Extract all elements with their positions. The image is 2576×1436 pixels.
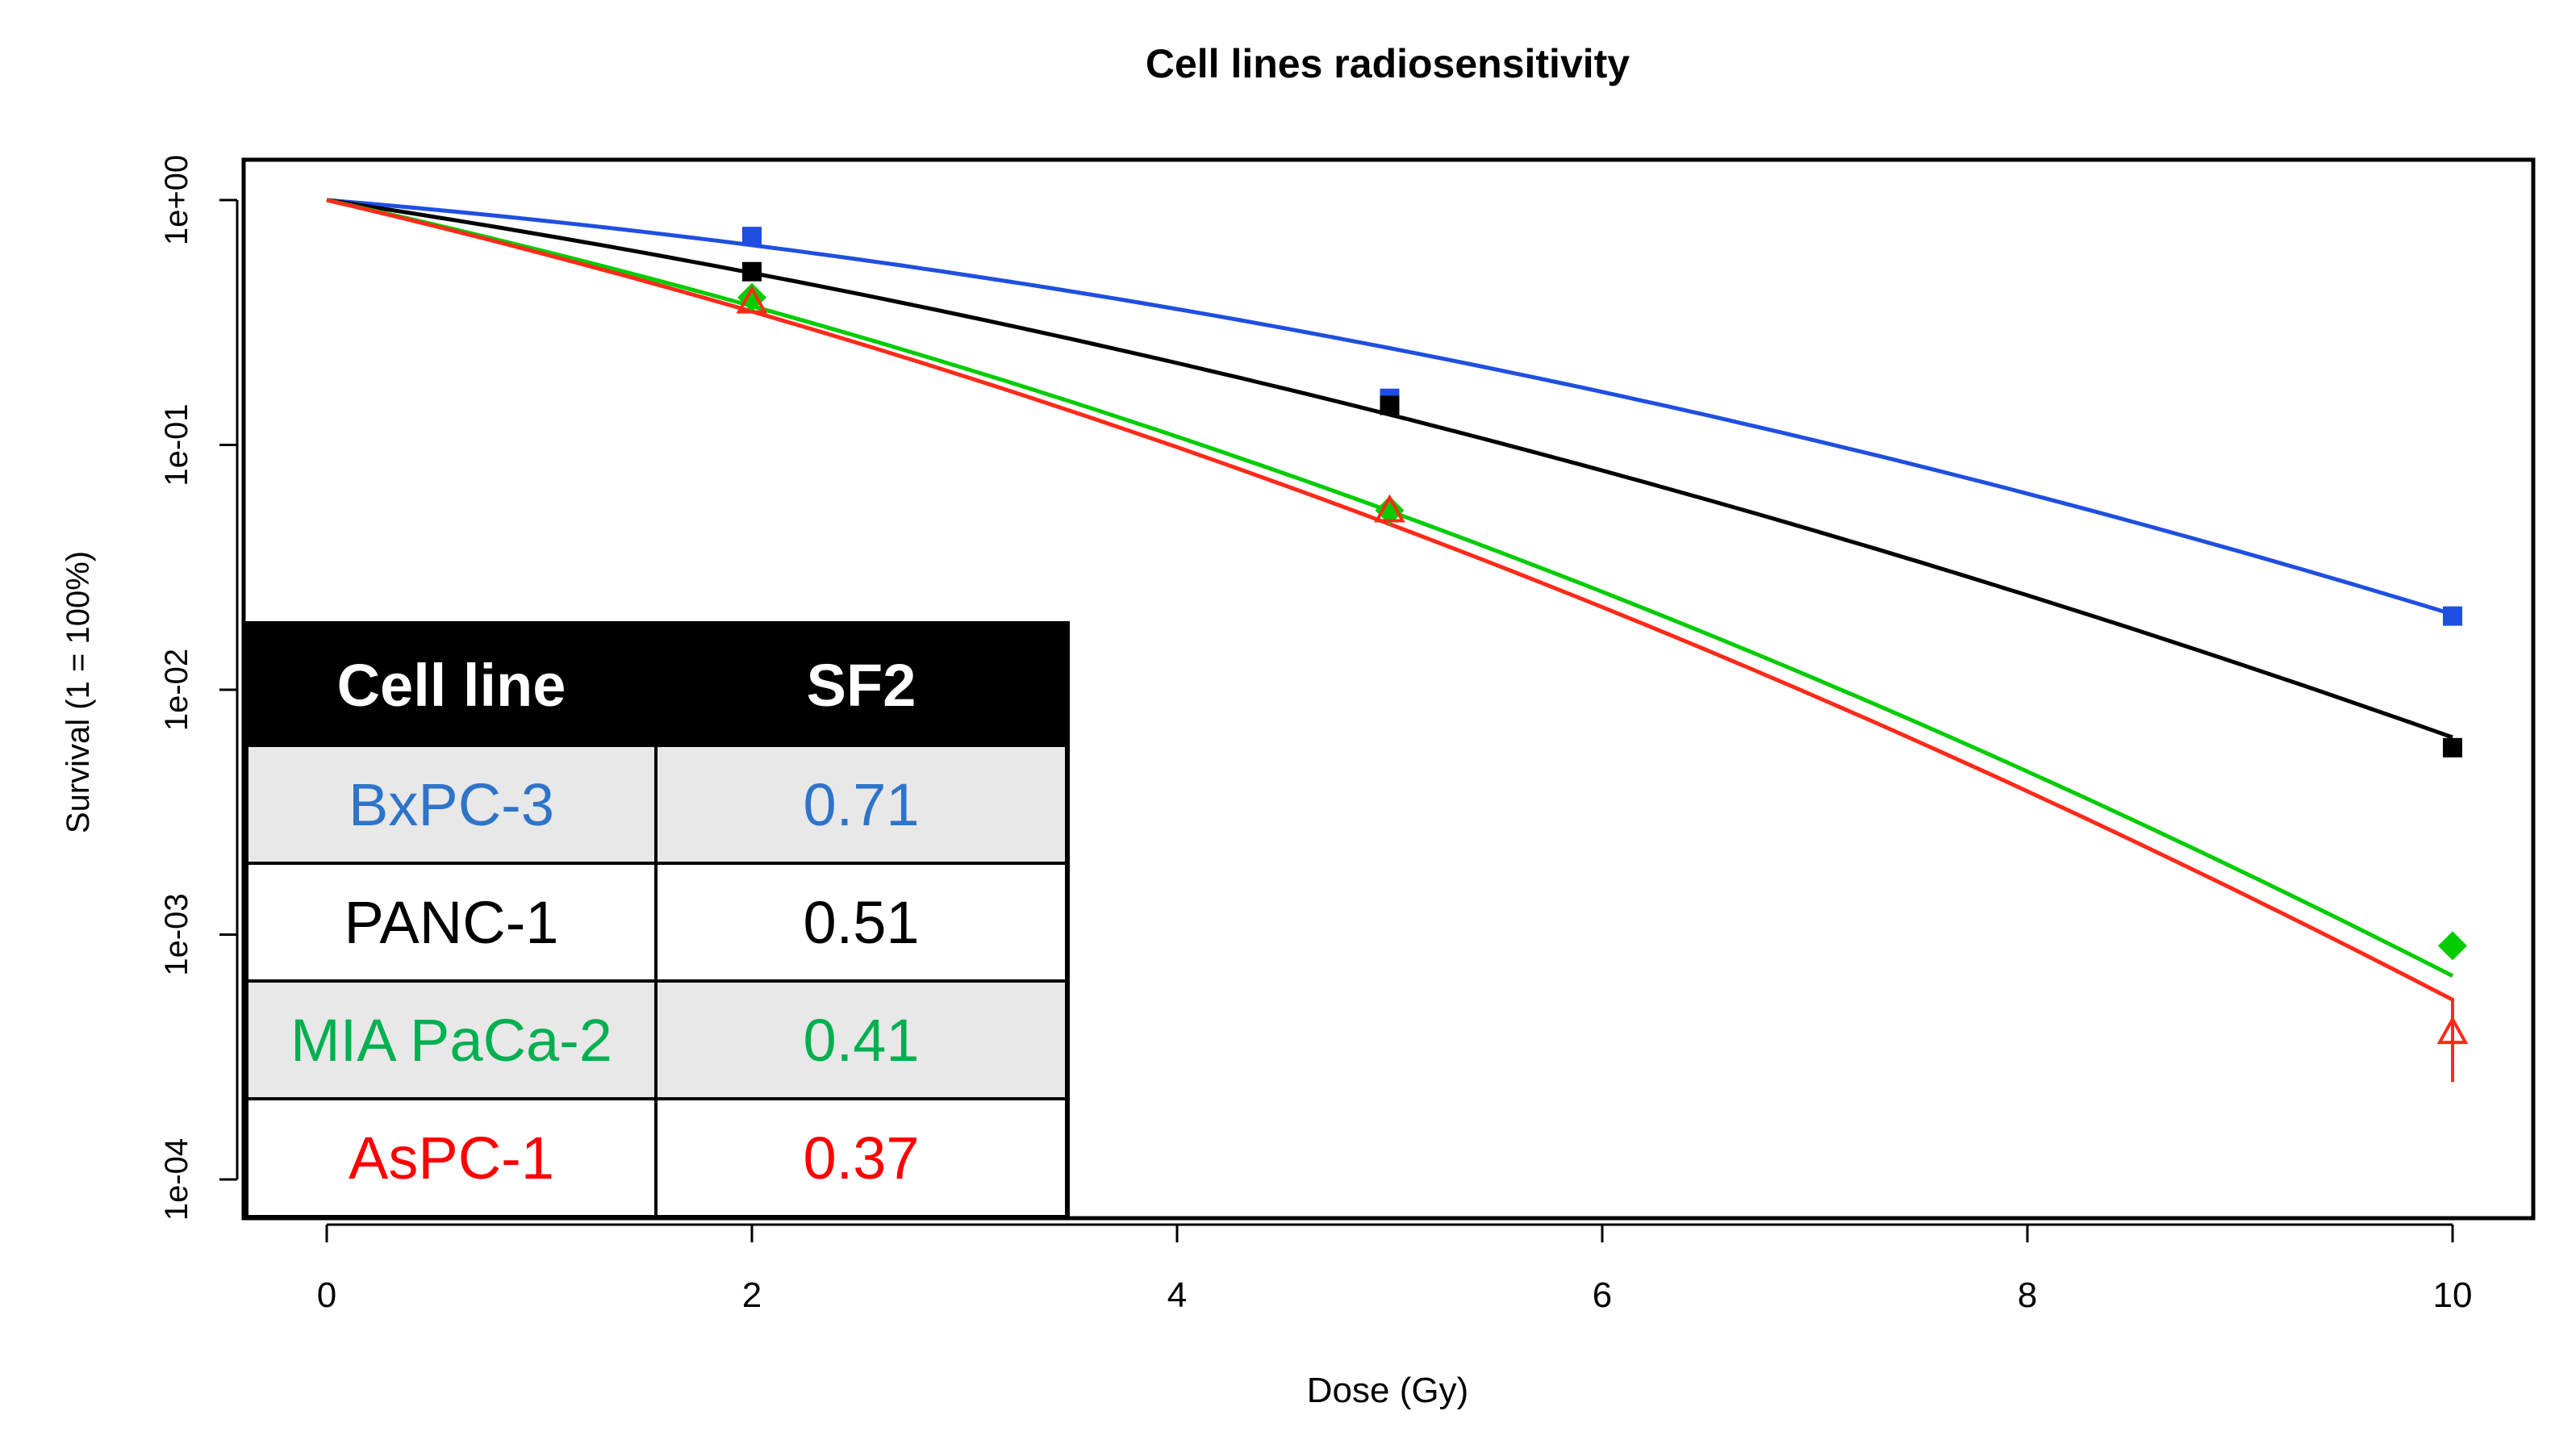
- table-row: BxPC-3 0.71: [244, 744, 1069, 865]
- point-panc-1: [2443, 737, 2462, 758]
- point-panc-1: [1380, 395, 1400, 415]
- y-tick-label: 1e-01: [159, 403, 194, 486]
- header-cell-line: Cell line: [244, 622, 658, 747]
- point-panc-1: [742, 261, 762, 282]
- header-sf2: SF2: [654, 622, 1069, 747]
- point-mia-paca-2: [2438, 931, 2467, 961]
- table-row: MIA PaCa-2 0.41: [244, 979, 1069, 1100]
- y-axis: 1e+00 1e-01 1e-02 1e-03 1e-04: [159, 155, 239, 1221]
- x-tick-label: 10: [2433, 1275, 2473, 1315]
- x-tick-label: 0: [317, 1275, 336, 1315]
- x-axis: 0 2 4 6 8 10: [317, 1223, 2473, 1315]
- point-bxpc-3: [742, 227, 762, 247]
- row-cell-line: AsPC-1: [244, 1097, 658, 1219]
- row-sf2: 0.51: [654, 862, 1069, 983]
- row-cell-line: BxPC-3: [244, 744, 658, 865]
- row-cell-line: MIA PaCa-2: [244, 979, 658, 1100]
- x-tick-label: 8: [2018, 1275, 2037, 1315]
- x-tick-label: 6: [1593, 1275, 1612, 1315]
- row-sf2: 0.37: [654, 1097, 1069, 1219]
- point-aspc-1: [1374, 494, 1405, 523]
- y-tick-label: 1e-03: [159, 893, 194, 975]
- x-tick-label: 2: [742, 1275, 762, 1315]
- data-markers: [736, 227, 2469, 1083]
- row-cell-line: PANC-1: [244, 862, 658, 983]
- table-row: AsPC-1 0.37: [244, 1097, 1069, 1219]
- fit-line-bxpc-3: [326, 198, 2453, 616]
- chart-title: Cell lines radiosensitivity: [1146, 41, 1630, 86]
- point-aspc-1: [736, 285, 768, 314]
- x-tick-label: 4: [1167, 1275, 1187, 1315]
- y-tick-label: 1e-02: [159, 649, 194, 731]
- row-sf2: 0.71: [654, 744, 1069, 865]
- y-tick-label: 1e-04: [159, 1138, 194, 1221]
- x-axis-label: Dose (Gy): [1307, 1371, 1468, 1410]
- table-row: PANC-1 0.51: [244, 862, 1069, 983]
- row-sf2: 0.41: [654, 979, 1069, 1100]
- point-mia-paca-2: [1375, 495, 1405, 525]
- y-axis-label: Survival (1 = 100%): [61, 551, 96, 833]
- y-tick-label: 1e+00: [159, 155, 194, 245]
- sf2-table: Cell line SF2 BxPC-3 0.71 PANC-1 0.51 MI…: [244, 621, 1070, 1220]
- point-bxpc-3: [2443, 606, 2462, 626]
- table-header-row: Cell line SF2: [244, 622, 1069, 747]
